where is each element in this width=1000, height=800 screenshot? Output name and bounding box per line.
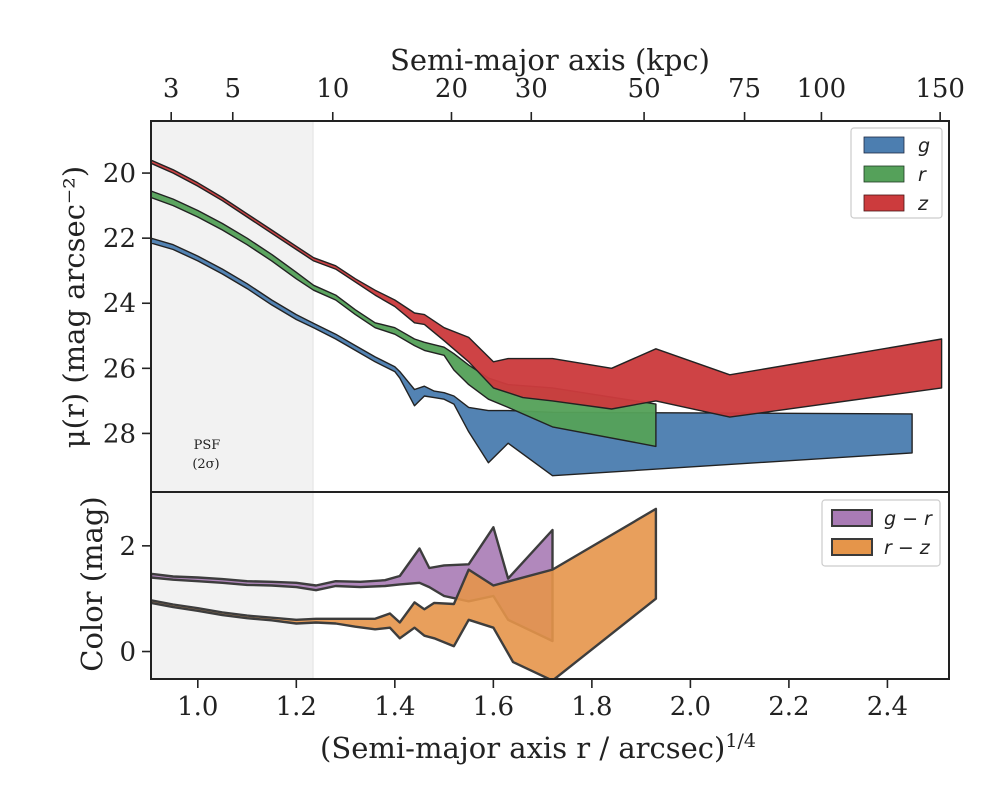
legend-swatch-z [863, 194, 905, 212]
x-tick-label: 1.4 [374, 692, 415, 722]
bottom-legend: g − r r − z [821, 499, 941, 567]
y-tick-label-color: 2 [119, 532, 136, 562]
x-tick-label: 2.2 [768, 692, 809, 722]
top-x-tick-label: 100 [797, 74, 847, 104]
top-x-tick-label: 150 [915, 74, 965, 104]
top-x-tick-label: 5 [224, 74, 241, 104]
y-tick-label-surface_brightness: 22 [103, 224, 136, 254]
legend-swatch-r-minus-z [831, 538, 873, 556]
surface-brightness-series-group [151, 159, 943, 477]
top-axis-title: Semi-major axis (kpc) [390, 43, 710, 77]
color-series-group [151, 507, 658, 679]
psf-label-line2: (2σ) [192, 457, 219, 472]
psf-region-top [151, 121, 314, 492]
legend-label-r-minus-z: r − z [884, 537, 931, 559]
psf-label-line1: PSF [194, 438, 221, 453]
x-tick-label: 1.8 [571, 692, 612, 722]
legend-swatch-g-minus-r [831, 509, 873, 527]
x-axis-title-text: (Semi-major axis r / arcsec) [320, 731, 725, 765]
x-axis-title-exponent: 1/4 [725, 730, 756, 752]
top-x-tick-label: 10 [316, 74, 349, 104]
top-x-tick-label: 50 [628, 74, 661, 104]
top-x-tick-label: 30 [515, 74, 548, 104]
y-tick-label-surface_brightness: 24 [103, 289, 136, 319]
legend-label-r: r [918, 164, 927, 186]
x-tick-label: 2.0 [670, 692, 711, 722]
y-tick-label-surface_brightness: 26 [103, 354, 136, 384]
legend-label-g-minus-r: g − r [884, 508, 933, 530]
x-axis-title: (Semi-major axis r / arcsec)1/4 [320, 730, 756, 765]
legend-label-z: z [917, 193, 929, 215]
legend-label-g: g [918, 135, 930, 157]
series-band-surface_brightness-0 [151, 237, 913, 477]
series-band-surface_brightness-2 [151, 159, 943, 418]
y-tick-label-surface_brightness: 28 [103, 419, 136, 449]
top-legend: g r z [850, 127, 943, 219]
top-x-tick-label: 20 [435, 74, 468, 104]
x-tick-label: 2.4 [867, 692, 908, 722]
legend-swatch-r [863, 165, 905, 183]
series-band-color-1 [151, 507, 658, 679]
y-tick-label-surface_brightness: 20 [103, 159, 136, 189]
y-tick-label-color: 0 [119, 638, 136, 668]
x-tick-label: 1.2 [276, 692, 317, 722]
top-x-tick-label: 3 [163, 74, 180, 104]
x-tick-label: 1.0 [177, 692, 218, 722]
bottom-panel-frame [150, 491, 950, 680]
legend-swatch-g [863, 136, 905, 154]
bottom-panel-y-axis-title: Color (mag) [75, 496, 109, 671]
x-tick-label: 1.6 [473, 692, 514, 722]
series-band-surface_brightness-1 [151, 190, 657, 448]
axis-ticks: 1.0 1.2 1.4 1.6 1.8 2.0 2.2 2.43 5 10 20 30 50 75 100 1… [103, 74, 965, 722]
top-x-tick-label: 75 [728, 74, 761, 104]
top-panel-y-axis-title: μ(r) (mag arcsec⁻²) [57, 166, 91, 448]
